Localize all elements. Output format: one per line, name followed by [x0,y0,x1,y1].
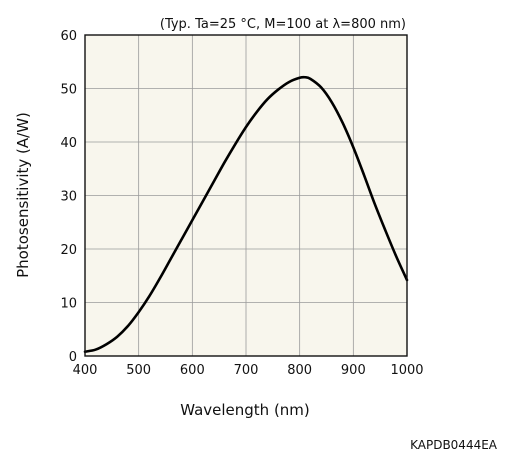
plot-frame [84,34,408,357]
y-axis-title: Photosensitivity (A/W) [14,112,32,278]
tick-labels: 400 500 600 700 800 900 1000 0 10 20 30 40 50 60 [60,29,423,378]
x-tick-label-600: 600 [180,363,205,378]
x-tick-label-800: 800 [287,363,312,378]
y-tick-label-30: 30 [60,190,77,205]
x-axis-title: Wavelength (nm) [180,401,310,419]
series-line-photosensitivity [83,75,409,354]
y-tick-label-0: 0 [69,350,77,365]
figure-code: KAPDB0444EA [410,438,498,452]
y-tick-label-10: 10 [60,297,77,312]
x-tick-label-700: 700 [234,363,259,378]
x-tick-label-1000: 1000 [390,363,423,378]
y-tick-label-40: 40 [60,136,77,151]
y-tick-label-20: 20 [60,243,77,258]
x-tick-label-400: 400 [73,363,98,378]
y-tick-label-50: 50 [60,83,77,98]
x-tick-label-500: 500 [126,363,151,378]
x-tick-label-900: 900 [341,363,366,378]
condition-note: (Typ. Ta=25 °C, M=100 at λ=800 nm) [160,17,406,32]
y-tick-label-60: 60 [60,29,77,44]
